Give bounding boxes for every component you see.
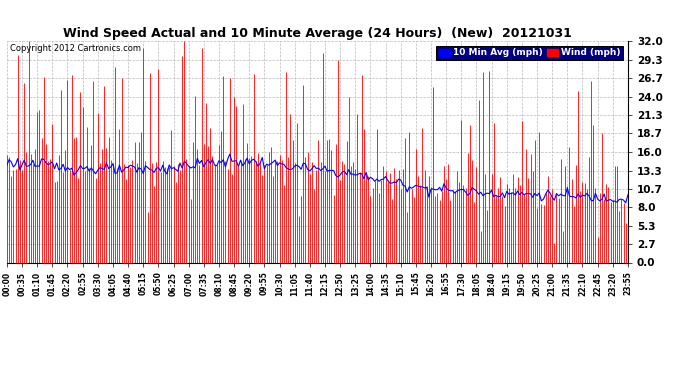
Title: Wind Speed Actual and 10 Minute Average (24 Hours)  (New)  20121031: Wind Speed Actual and 10 Minute Average …	[63, 27, 572, 40]
Text: Copyright 2012 Cartronics.com: Copyright 2012 Cartronics.com	[10, 44, 141, 52]
Legend: 10 Min Avg (mph), Wind (mph): 10 Min Avg (mph), Wind (mph)	[436, 46, 623, 60]
